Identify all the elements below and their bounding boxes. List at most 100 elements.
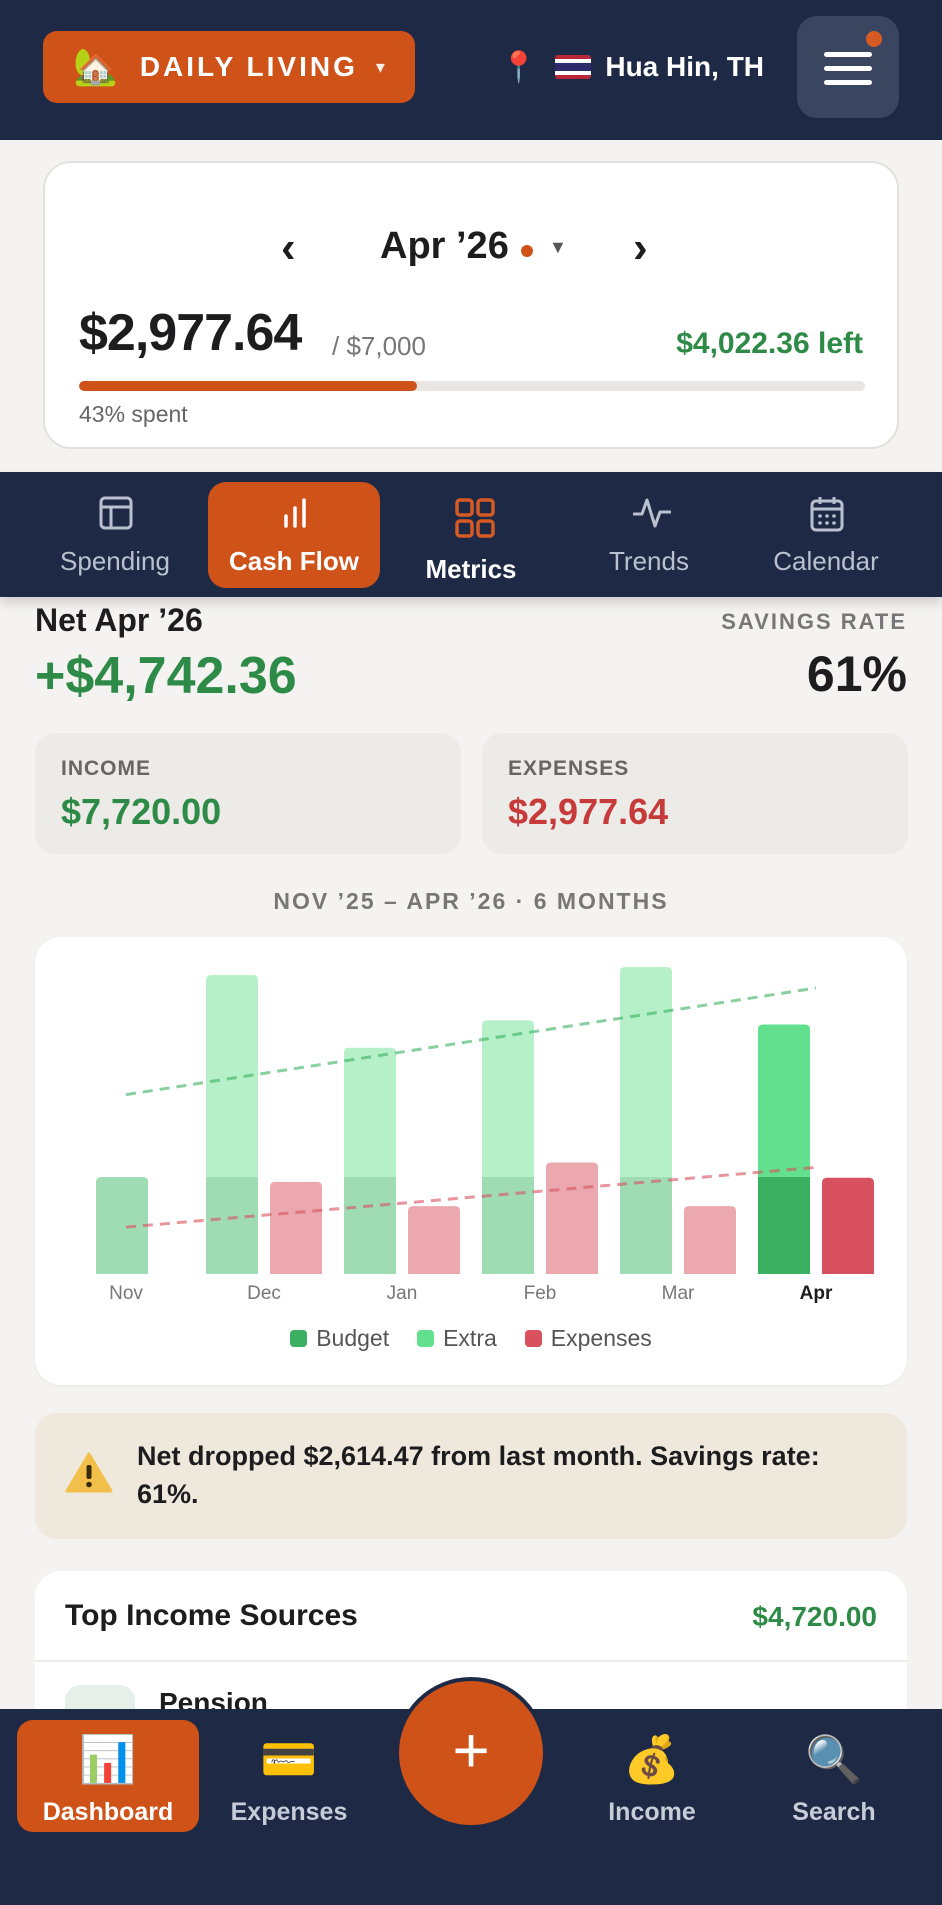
month-navigator: ‹ Apr ’26 ▼ › — [45, 213, 897, 283]
legend-item-budget: Budget — [290, 1325, 389, 1352]
bar-extra-feb — [482, 1020, 534, 1178]
layout-icon — [99, 496, 133, 530]
plus-icon: + — [452, 1714, 490, 1786]
bar-chart-icon — [284, 498, 306, 528]
tab-cash-flow[interactable]: Cash Flow — [208, 482, 380, 588]
expenses-value: $2,977.64 — [508, 791, 669, 832]
location-selector[interactable]: 📍 Hua Hin, TH — [500, 44, 764, 90]
legend-label: Expenses — [550, 1325, 652, 1351]
top-income-total: $4,720.00 — [752, 1601, 877, 1632]
tab-label: Spending — [60, 546, 170, 576]
money-bag-icon: 💰 — [623, 1733, 681, 1785]
nav-expenses[interactable]: 💳 Expenses — [198, 1720, 380, 1832]
bar-expenses-dec — [270, 1181, 322, 1274]
bar-budget-apr — [758, 1177, 810, 1274]
legend-label: Budget — [316, 1325, 390, 1351]
tab-metrics[interactable]: Metrics — [385, 482, 557, 588]
credit-card-icon: 💳 — [260, 1733, 318, 1785]
location-label: Hua Hin, TH — [605, 51, 765, 82]
x-tick-label-feb: Feb — [524, 1283, 557, 1304]
bar-expenses-jan — [408, 1206, 460, 1274]
bar-extra-apr — [758, 1024, 810, 1178]
spent-percent-label: 43% spent — [79, 401, 188, 427]
nav-label: Expenses — [230, 1798, 348, 1826]
chevron-down-icon: ▾ — [375, 56, 385, 77]
hamburger-line — [824, 80, 872, 85]
x-tick-label-apr: Apr — [800, 1283, 833, 1304]
income-stat-card: INCOME $7,720.00 — [35, 733, 461, 854]
bar-budget-jan — [344, 1177, 396, 1274]
legend-swatch — [290, 1330, 308, 1347]
chart-legend: Budget Extra Expenses — [35, 1325, 907, 1352]
bar-extra-mar — [620, 967, 672, 1178]
nav-label: Dashboard — [42, 1798, 174, 1826]
bar-expenses-feb — [546, 1162, 598, 1274]
bar-budget-dec — [206, 1177, 258, 1274]
income-label: INCOME — [61, 757, 151, 780]
menu-button[interactable] — [797, 16, 899, 118]
budget-progress-bar — [79, 381, 865, 391]
house-with-tree-icon: 🏡 — [73, 46, 118, 87]
budget-selector-button[interactable]: 🏡 DAILY LIVING ▾ — [43, 31, 415, 103]
tab-spending[interactable]: Spending — [29, 482, 201, 588]
add-transaction-button[interactable]: + — [395, 1677, 547, 1829]
expenses-label: EXPENSES — [508, 757, 630, 780]
top-bar: 🏡 DAILY LIVING ▾ 📍 Hua Hin, TH — [0, 0, 942, 140]
legend-item-extra: Extra — [417, 1325, 497, 1352]
legend-item-expenses: Expenses — [524, 1325, 652, 1352]
month-label[interactable]: Apr ’26 — [380, 225, 509, 267]
hamburger-line — [824, 66, 872, 71]
tab-calendar[interactable]: Calendar — [740, 482, 912, 588]
expenses-stat-card: EXPENSES $2,977.64 — [482, 733, 908, 854]
cash-flow-chart: Nov Dec Jan Feb Mar Apr — [96, 967, 874, 1304]
chevron-left-icon[interactable]: ‹ — [281, 223, 296, 272]
view-tab-bar: Spending Cash Flow Metrics Trends Calend… — [0, 472, 942, 597]
bar-extra-jan — [344, 1047, 396, 1178]
net-amount: +$4,742.36 — [35, 647, 297, 705]
budget-progress-fill — [79, 381, 417, 391]
budget-selector-label: DAILY LIVING — [139, 51, 358, 82]
notification-dot — [863, 28, 885, 50]
net-change-alert: Net dropped $2,614.47 from last month. S… — [35, 1413, 907, 1539]
x-tick-label-mar: Mar — [662, 1283, 695, 1304]
dashboard-chart-icon: 📊 — [79, 1733, 137, 1785]
nav-search[interactable]: 🔍 Search — [743, 1720, 925, 1832]
legend-swatch — [417, 1330, 435, 1347]
nav-dashboard[interactable]: 📊 Dashboard — [17, 1720, 199, 1832]
grid-icon — [455, 498, 495, 538]
bar-budget-nov — [96, 1177, 148, 1274]
top-income-title: Top Income Sources — [65, 1599, 358, 1632]
bar-budget-feb — [482, 1177, 534, 1274]
tab-label: Trends — [609, 546, 689, 576]
tab-label: Calendar — [773, 546, 879, 576]
net-title: Net Apr ’26 — [35, 602, 203, 638]
bar-budget-mar — [620, 1177, 672, 1274]
tab-label: Metrics — [425, 554, 517, 584]
pulse-icon — [633, 498, 671, 528]
chevron-down-icon[interactable]: ▼ — [549, 237, 567, 257]
budget-total: / $7,000 — [332, 331, 426, 361]
savings-rate-label: SAVINGS RATE — [721, 609, 907, 634]
cash-flow-chart-card: Nov Dec Jan Feb Mar Apr Budget Extra Expenses — [35, 937, 907, 1385]
legend-label: Extra — [443, 1325, 497, 1351]
x-tick-label-dec: Dec — [247, 1283, 281, 1304]
bar-extra-dec — [206, 975, 258, 1178]
month-status-dot — [521, 245, 533, 257]
tab-label: Cash Flow — [228, 546, 359, 576]
x-tick-label-jan: Jan — [387, 1283, 418, 1304]
chevron-right-icon[interactable]: › — [633, 223, 648, 272]
trendline-income — [125, 986, 817, 1097]
tab-trends[interactable]: Trends — [563, 482, 735, 588]
bar-expenses-mar — [684, 1206, 736, 1274]
search-icon: 🔍 — [805, 1733, 863, 1785]
warning-icon — [65, 1452, 113, 1493]
bar-expenses-apr — [822, 1177, 874, 1274]
nav-label: Search — [792, 1798, 876, 1826]
divider — [35, 1660, 907, 1662]
alert-text: Net dropped $2,614.47 from last month. S… — [137, 1441, 820, 1509]
location-pin-icon: 📍 — [500, 50, 538, 84]
x-tick-label-nov: Nov — [109, 1283, 143, 1304]
nav-label: Income — [608, 1798, 696, 1826]
chart-range-label: NOV ’25 – APR ’26 · 6 MONTHS — [273, 888, 669, 914]
nav-income[interactable]: 💰 Income — [561, 1720, 743, 1832]
